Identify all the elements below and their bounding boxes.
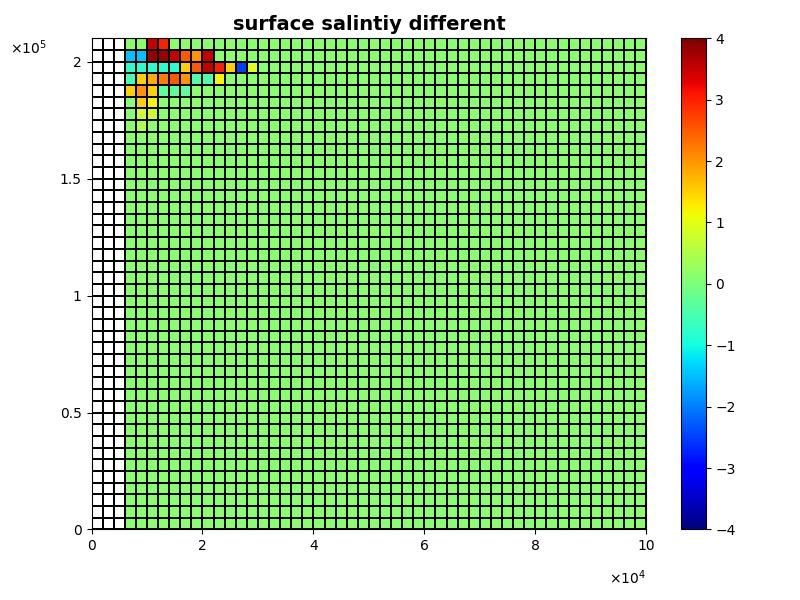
Text: $\times10^4$: $\times10^4$ (610, 569, 646, 587)
Title: surface salintiy different: surface salintiy different (233, 15, 506, 34)
Text: $\times10^5$: $\times10^5$ (10, 38, 47, 57)
